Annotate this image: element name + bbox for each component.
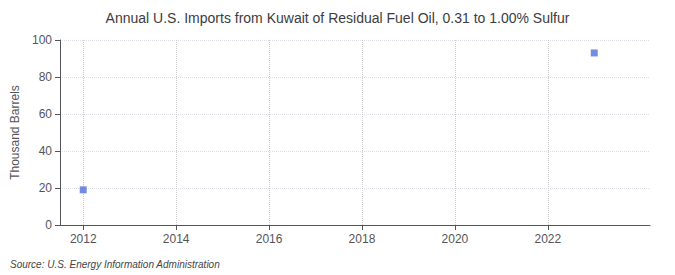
svg-text:0: 0 [45,218,52,232]
svg-text:2012: 2012 [70,232,97,246]
svg-text:20: 20 [39,181,53,195]
svg-text:80: 80 [39,70,53,84]
svg-text:60: 60 [39,107,53,121]
svg-text:Annual U.S. Imports from Kuwai: Annual U.S. Imports from Kuwait of Resid… [106,10,570,26]
svg-text:2014: 2014 [163,232,190,246]
svg-text:Source: U.S. Energy Informatio: Source: U.S. Energy Information Administ… [10,259,220,270]
svg-text:2018: 2018 [349,232,376,246]
svg-text:100: 100 [32,33,52,47]
svg-text:2020: 2020 [442,232,469,246]
svg-text:40: 40 [39,144,53,158]
svg-text:2022: 2022 [534,232,561,246]
svg-text:Thousand Barrels: Thousand Barrels [8,85,22,180]
svg-text:2016: 2016 [256,232,283,246]
